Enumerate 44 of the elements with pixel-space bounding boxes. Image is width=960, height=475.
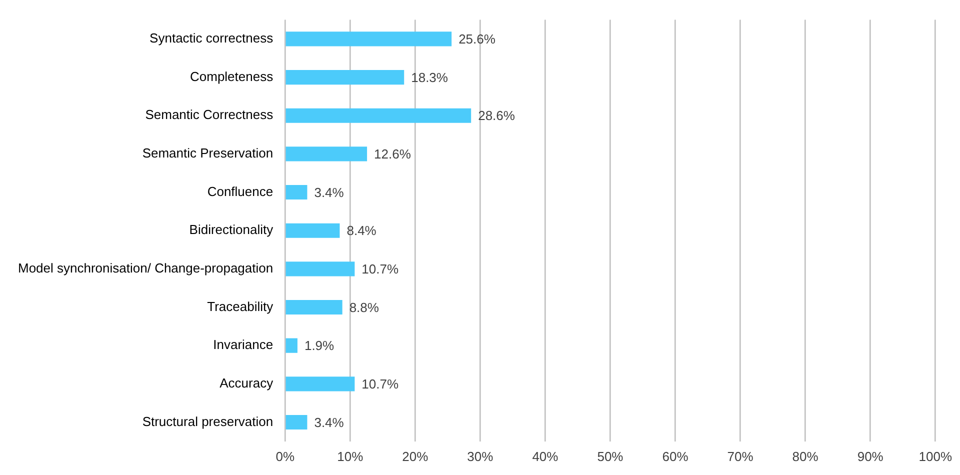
y-tick-label: Semantic Preservation [142, 146, 274, 161]
y-tick-label: Model synchronisation/ Change-propagation [18, 260, 274, 276]
data-label: 18.3% [411, 70, 448, 85]
y-tick-label: Syntactic correctness [150, 30, 274, 46]
y-tick-label: Bidirectionality [189, 222, 274, 238]
data-label: 8.4% [346, 223, 377, 238]
data-label: 3.4% [314, 184, 344, 200]
data-label: 12.6% [374, 146, 412, 162]
bar [286, 70, 404, 85]
bar [286, 262, 355, 276]
data-label: 28.6% [478, 108, 516, 124]
x-tick-label: 40% [532, 448, 559, 464]
y-tick-label: Confluence [207, 184, 274, 199]
x-tick-label: 10% [337, 448, 364, 464]
bar [286, 414, 308, 430]
bar [286, 146, 368, 162]
bar [286, 223, 340, 238]
x-tick-label: 80% [792, 448, 819, 464]
x-tick-label: 0% [276, 448, 295, 464]
bar [286, 32, 452, 46]
y-tick-label: Traceability [207, 298, 274, 314]
data-label: 8.8% [349, 300, 380, 315]
bar [286, 108, 472, 123]
x-tick-label: 60% [662, 448, 689, 464]
y-tick-label: Structural preservation [142, 414, 274, 429]
x-tick-label: 30% [467, 448, 494, 464]
bar [286, 376, 355, 392]
x-tick-label: 100% [918, 448, 952, 464]
y-tick-label: Semantic Correctness [145, 107, 274, 122]
bar [286, 338, 298, 353]
y-tick-label: Accuracy [220, 375, 274, 390]
data-label: 25.6% [458, 32, 496, 47]
y-tick-label: Completeness [190, 68, 274, 84]
x-tick-label: 50% [597, 448, 624, 464]
y-tick-label: Invariance [213, 337, 274, 352]
x-tick-label: 20% [402, 448, 429, 464]
data-label: 1.9% [304, 338, 335, 354]
x-tick-label: 70% [727, 448, 754, 464]
bar [286, 300, 342, 315]
x-tick-label: 90% [857, 448, 884, 464]
bar [286, 184, 308, 200]
data-label: 10.7% [362, 262, 399, 277]
data-label: 3.4% [314, 414, 344, 430]
data-label: 10.7% [362, 376, 399, 392]
